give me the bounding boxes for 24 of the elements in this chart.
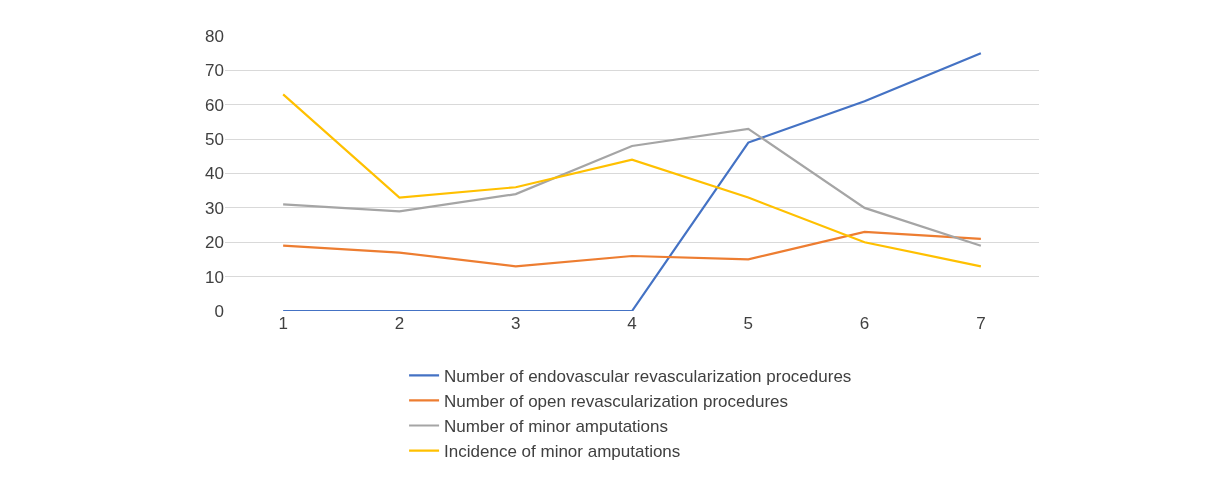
legend-label: Number of open revascularization procedures xyxy=(444,392,789,412)
y-tick-label: 70 xyxy=(205,61,224,81)
legend-label: Incidence of minor amputations xyxy=(444,442,681,462)
y-tick-label: 0 xyxy=(214,301,224,321)
y-tick-label: 80 xyxy=(205,26,224,46)
y-tick-label: 10 xyxy=(205,267,224,287)
line-series xyxy=(282,93,982,268)
x-tick-label: 3 xyxy=(510,314,521,333)
legend-label: Number of minor amputations xyxy=(444,417,669,437)
legend-label: Number of endovascular revascularization procedures xyxy=(444,366,852,386)
y-tick-label: 20 xyxy=(205,233,224,253)
line-series xyxy=(282,127,982,247)
y-tick-label: 30 xyxy=(205,198,224,218)
x-tick-label: 5 xyxy=(743,314,754,333)
x-tick-label: 4 xyxy=(627,314,637,333)
x-tick-label: 1 xyxy=(278,314,288,333)
x-tick-label: 7 xyxy=(976,314,986,333)
y-tick-label: 60 xyxy=(205,95,224,115)
line-series xyxy=(282,230,982,268)
x-tick-label: 2 xyxy=(394,314,405,333)
x-tick-label: 6 xyxy=(859,314,870,333)
y-tick-label: 40 xyxy=(205,164,224,184)
line-series xyxy=(282,52,982,311)
y-tick-label: 50 xyxy=(205,130,224,150)
